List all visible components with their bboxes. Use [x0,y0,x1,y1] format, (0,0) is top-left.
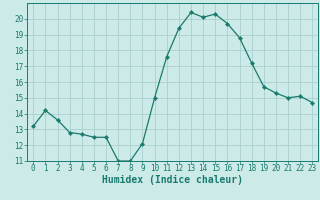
X-axis label: Humidex (Indice chaleur): Humidex (Indice chaleur) [102,175,243,185]
